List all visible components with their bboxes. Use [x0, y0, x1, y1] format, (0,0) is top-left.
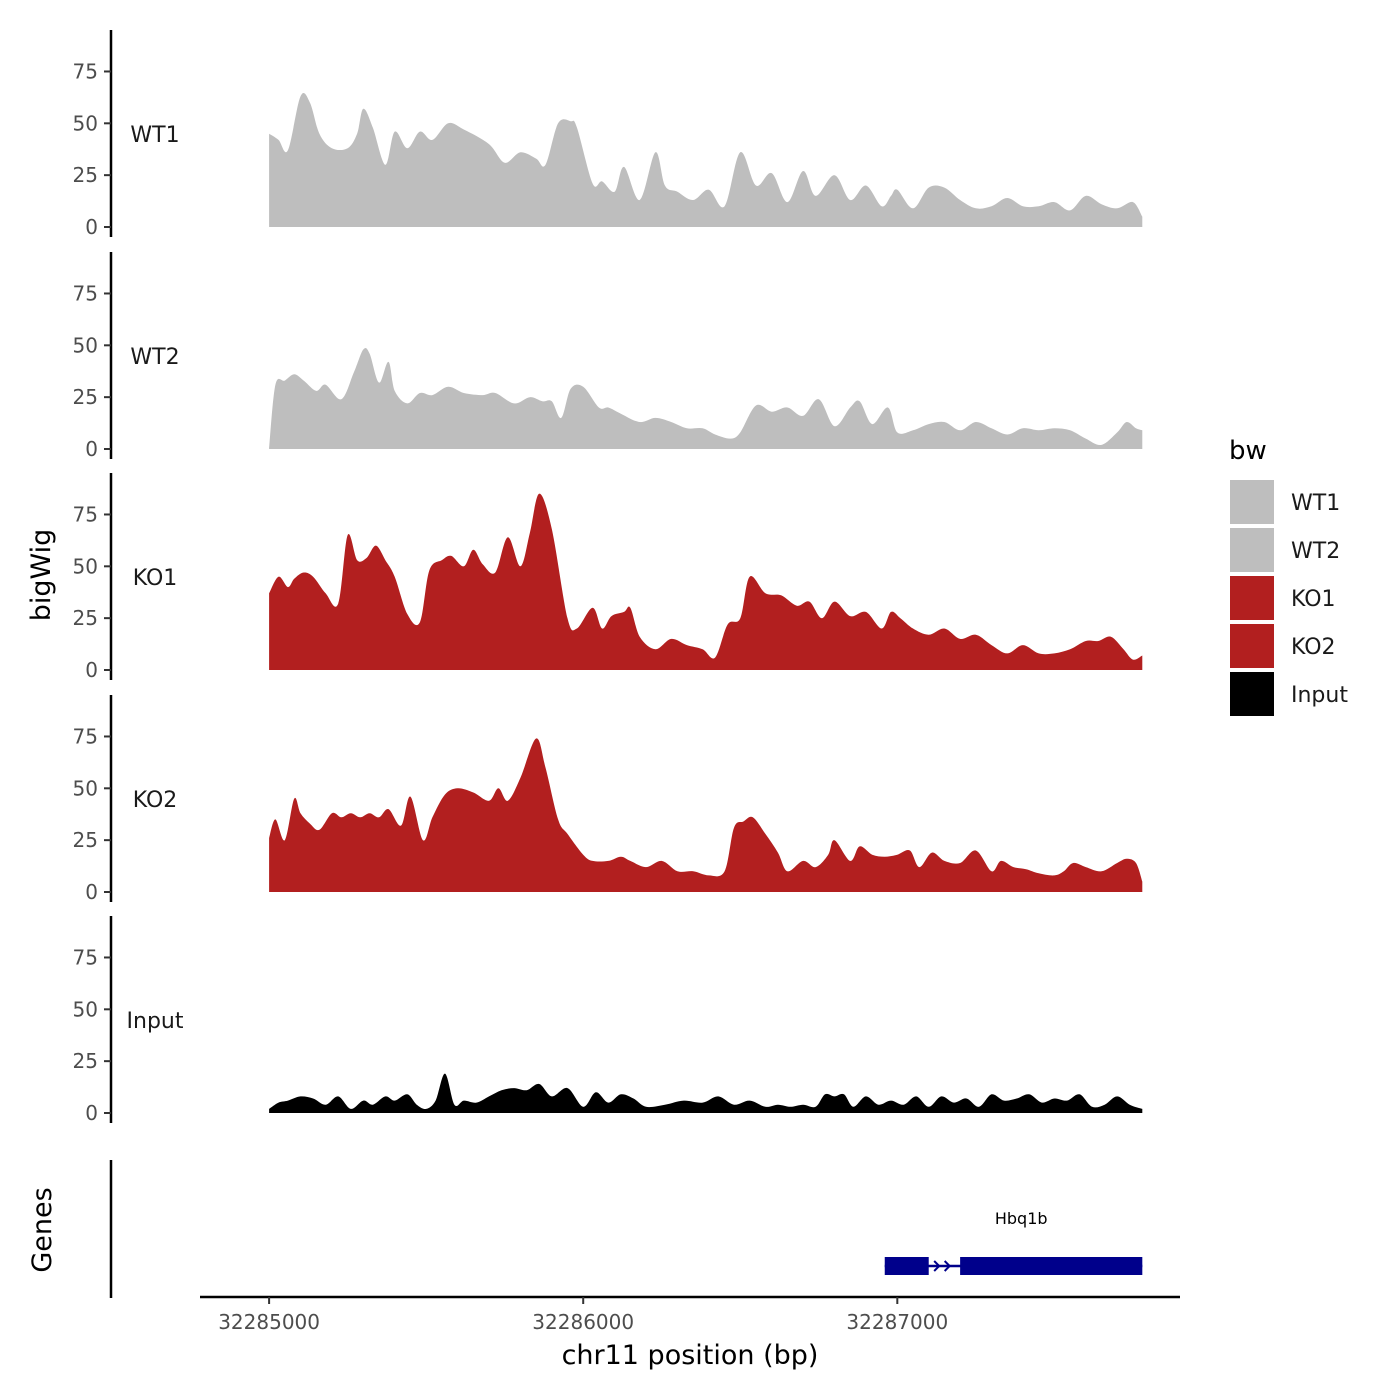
- y-tick-label: 75: [73, 59, 98, 83]
- legend-swatch-wt2: [1230, 528, 1274, 572]
- y-tick-label: 25: [73, 163, 98, 187]
- x-axis: 32285000 32286000 32287000: [200, 1295, 1180, 1334]
- gene-label: Hbq1b: [995, 1209, 1048, 1228]
- track-ko1: 0 25 50 75 KO1: [73, 473, 1143, 682]
- panel-label-wt1: WT1: [130, 123, 179, 148]
- y-tick-label: 75: [73, 724, 98, 748]
- y-tick-label: 50: [73, 776, 98, 800]
- y-tick-label: 50: [73, 997, 98, 1021]
- y-tick-label: 50: [73, 333, 98, 357]
- coverage-area-ko2: [269, 738, 1143, 892]
- y-tick-label: 0: [85, 1101, 98, 1125]
- y-tick-label: 50: [73, 111, 98, 135]
- y-axis-title: bigWig: [26, 529, 57, 622]
- y-tick-label: 25: [73, 1049, 98, 1073]
- panel-label-ko2: KO2: [133, 788, 178, 813]
- gene-exon: [960, 1257, 1143, 1275]
- y-tick-label: 0: [85, 658, 98, 682]
- gene-exon: [884, 1257, 929, 1275]
- y-tick-label: 25: [73, 606, 98, 630]
- x-tick-label: 32286000: [532, 1310, 634, 1334]
- track-ko2: 0 25 50 75 KO2: [73, 695, 1143, 904]
- x-axis-title: chr11 position (bp): [562, 1340, 819, 1371]
- legend-label-wt1: WT1: [1291, 491, 1340, 516]
- legend-label-ko1: KO1: [1291, 587, 1336, 612]
- legend-swatch-ko2: [1230, 624, 1274, 668]
- legend-swatch-ko1: [1230, 576, 1274, 620]
- y-tick-label: 25: [73, 385, 98, 409]
- track-wt2: 0 25 50 75 WT2: [73, 252, 1143, 461]
- track-wt1: 0 25 50 75 WT1: [73, 30, 1143, 239]
- coverage-area-ko1: [269, 493, 1143, 670]
- coverage-tracks: 0 25 50 75 WT1 0 25 50 75 WT2 0 25 50 75 KO1 0 25 50 75 KO2…: [73, 30, 1143, 1125]
- legend-swatch-input: [1230, 672, 1274, 716]
- panel-label-ko1: KO1: [133, 566, 178, 591]
- coverage-area-input: [269, 1073, 1143, 1113]
- x-tick-label: 32285000: [218, 1310, 320, 1334]
- panel-label-input: Input: [127, 1009, 184, 1034]
- legend-label-ko2: KO2: [1291, 635, 1336, 660]
- genes-track: Hbq1b: [109, 1160, 1143, 1298]
- y-tick-label: 75: [73, 281, 98, 305]
- y-tick-label: 75: [73, 502, 98, 526]
- y-tick-label: 0: [85, 437, 98, 461]
- y-tick-label: 25: [73, 828, 98, 852]
- track-input: 0 25 50 75 Input: [73, 916, 1143, 1125]
- coverage-area-wt1: [269, 93, 1143, 227]
- y-tick-label: 75: [73, 945, 98, 969]
- strand-arrow: [933, 1260, 941, 1272]
- y-tick-label: 0: [85, 215, 98, 239]
- legend-label-input: Input: [1291, 683, 1348, 708]
- gene-hbq1b: Hbq1b: [884, 1209, 1143, 1275]
- legend-title: bw: [1229, 436, 1267, 466]
- legend-label-wt2: WT2: [1291, 539, 1340, 564]
- coverage-area-wt2: [269, 347, 1143, 449]
- x-tick-label: 32287000: [846, 1310, 948, 1334]
- legend: bw WT1 WT2 KO1 KO2 Input: [1229, 436, 1348, 716]
- strand-arrow: [943, 1260, 952, 1272]
- y-tick-label: 50: [73, 554, 98, 578]
- panel-label-wt2: WT2: [130, 345, 179, 370]
- y-tick-label: 0: [85, 880, 98, 904]
- legend-swatch-wt1: [1230, 480, 1274, 524]
- genes-axis-title: Genes: [27, 1187, 58, 1272]
